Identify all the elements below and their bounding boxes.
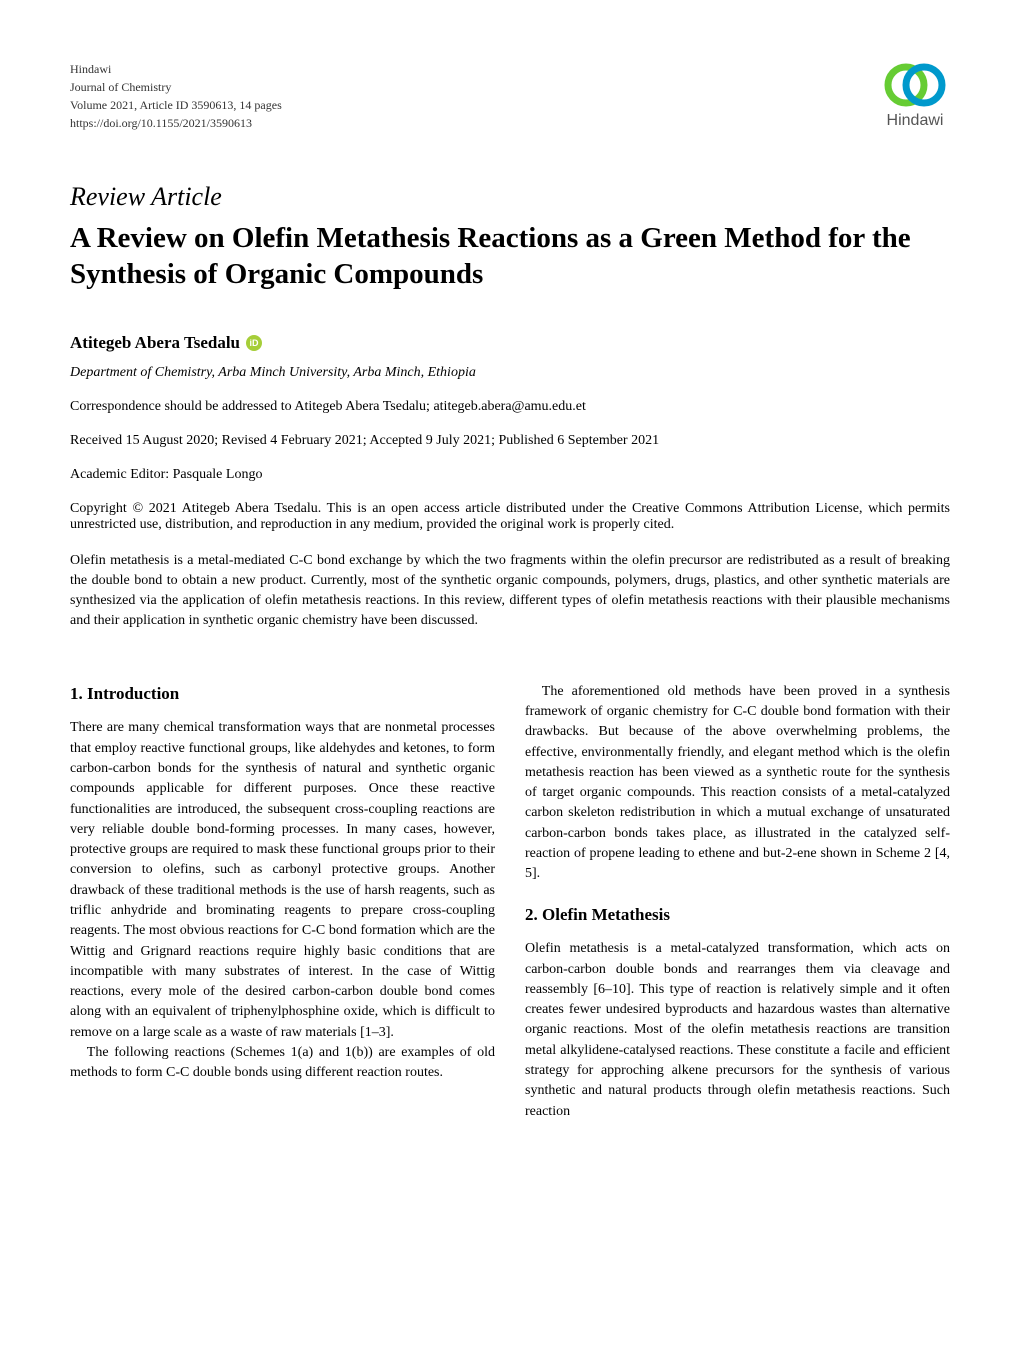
volume-info: Volume 2021, Article ID 3590613, 14 page… bbox=[70, 96, 282, 114]
author-block: Atitegeb Abera Tsedalu iD bbox=[70, 333, 950, 353]
author-name: Atitegeb Abera Tsedalu bbox=[70, 333, 240, 353]
doi-link[interactable]: https://doi.org/10.1155/2021/3590613 bbox=[70, 114, 282, 132]
page-header: Hindawi Journal of Chemistry Volume 2021… bbox=[70, 60, 950, 132]
orcid-icon[interactable]: iD bbox=[246, 335, 262, 351]
publisher-logo: Hindawi bbox=[880, 60, 950, 130]
olefin-paragraph-1: Olefin metathesis is a metal-catalyzed t… bbox=[525, 939, 950, 1122]
section-heading-olefin: 2. Olefin Metathesis bbox=[525, 903, 950, 928]
abstract: Olefin metathesis is a metal-mediated C-… bbox=[70, 551, 950, 632]
journal-name: Journal of Chemistry bbox=[70, 78, 282, 96]
left-column: 1. Introduction There are many chemical … bbox=[70, 682, 495, 1122]
intro-paragraph-2: The following reactions (Schemes 1(a) an… bbox=[70, 1043, 495, 1084]
body-columns: 1. Introduction There are many chemical … bbox=[70, 682, 950, 1122]
article-type: Review Article bbox=[70, 182, 950, 212]
academic-editor: Academic Editor: Pasquale Longo bbox=[70, 467, 950, 483]
copyright-notice: Copyright © 2021 Atitegeb Abera Tsedalu.… bbox=[70, 501, 950, 533]
col2-paragraph-1: The aforementioned old methods have been… bbox=[525, 682, 950, 885]
right-column: The aforementioned old methods have been… bbox=[525, 682, 950, 1122]
intro-paragraph-1: There are many chemical transformation w… bbox=[70, 718, 495, 1043]
correspondence: Correspondence should be addressed to At… bbox=[70, 399, 950, 415]
publication-dates: Received 15 August 2020; Revised 4 Febru… bbox=[70, 433, 950, 449]
section-heading-introduction: 1. Introduction bbox=[70, 682, 495, 707]
logo-text: Hindawi bbox=[887, 112, 944, 130]
affiliation: Department of Chemistry, Arba Minch Univ… bbox=[70, 365, 950, 381]
publisher-name: Hindawi bbox=[70, 60, 282, 78]
hindawi-logo-icon bbox=[880, 60, 950, 110]
journal-meta: Hindawi Journal of Chemistry Volume 2021… bbox=[70, 60, 282, 132]
article-title: A Review on Olefin Metathesis Reactions … bbox=[70, 220, 950, 293]
